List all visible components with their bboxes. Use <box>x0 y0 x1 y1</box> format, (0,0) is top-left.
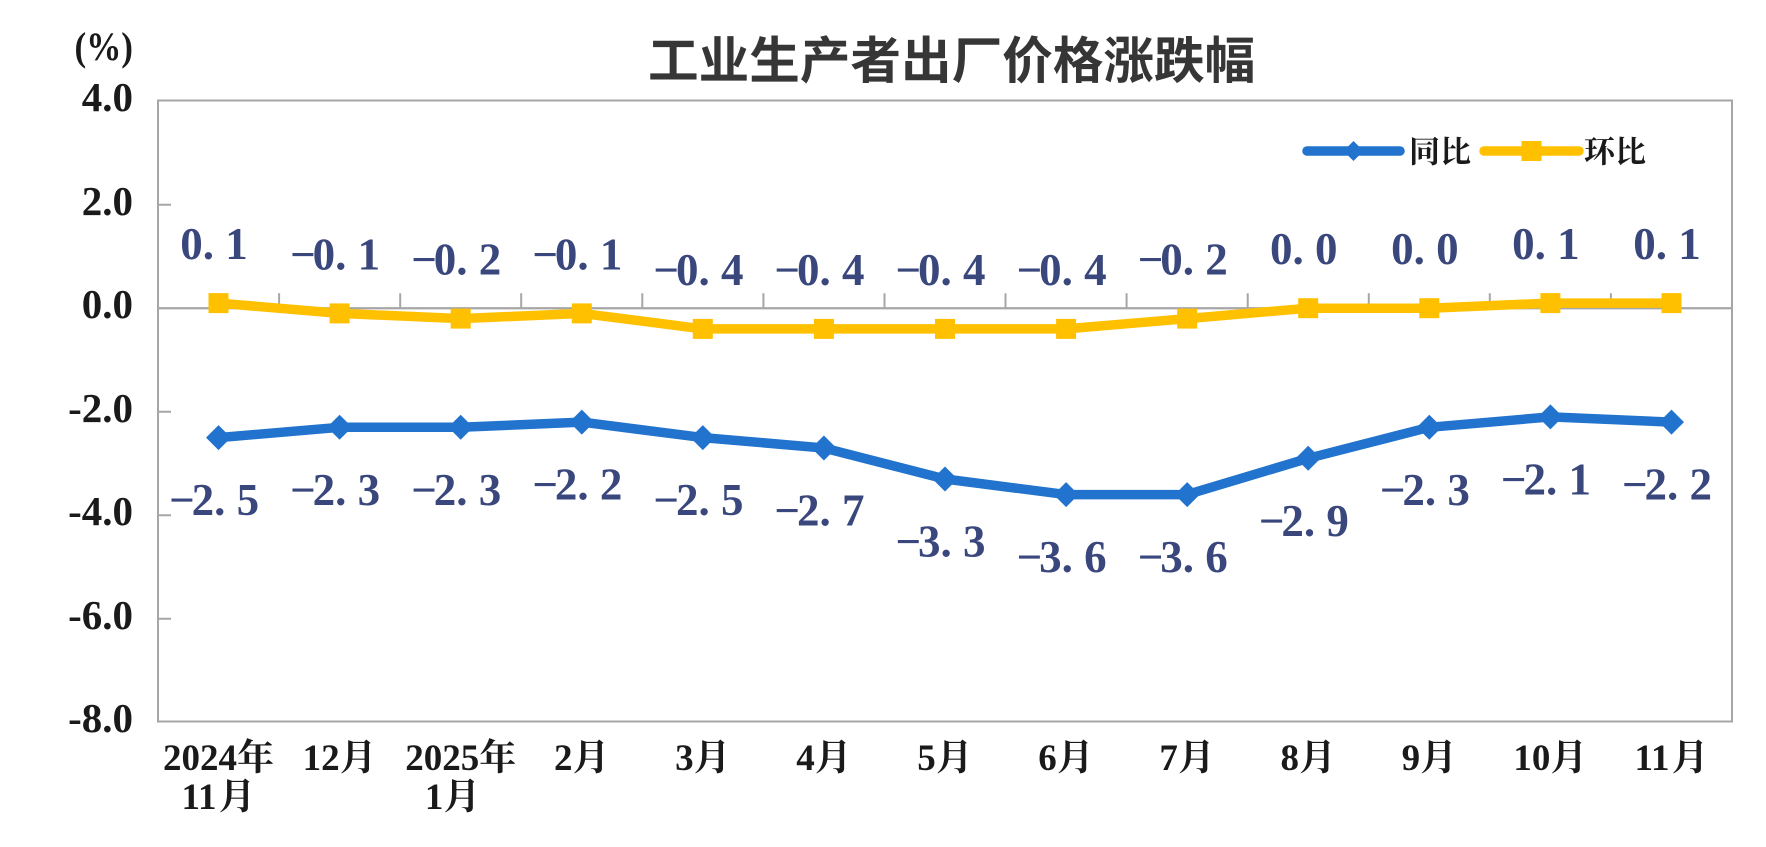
svg-text:−2. 2: −2. 2 <box>1622 460 1712 510</box>
svg-text:6: 6 <box>1038 738 1057 779</box>
svg-text:4: 4 <box>796 738 815 779</box>
svg-text:−2. 2: −2. 2 <box>532 460 622 510</box>
svg-text:-8.0: -8.0 <box>68 695 133 741</box>
svg-text:0. 1: 0. 1 <box>1512 219 1580 269</box>
svg-text:−0. 4: −0. 4 <box>653 245 743 295</box>
svg-text:−2. 7: −2. 7 <box>774 486 864 536</box>
svg-text:11: 11 <box>182 777 217 818</box>
svg-text:0.0: 0.0 <box>82 281 133 327</box>
svg-text:−0. 4: −0. 4 <box>895 245 985 295</box>
svg-text:−3. 3: −3. 3 <box>895 517 985 567</box>
svg-text:−0. 4: −0. 4 <box>774 245 864 295</box>
svg-text:9: 9 <box>1402 738 1421 779</box>
svg-text:−2. 3: −2. 3 <box>411 465 501 515</box>
svg-text:8: 8 <box>1281 738 1300 779</box>
svg-text:-4.0: -4.0 <box>68 488 133 534</box>
svg-text:−0. 2: −0. 2 <box>1138 235 1228 285</box>
svg-text:0. 1: 0. 1 <box>180 219 248 269</box>
svg-text:−3. 6: −3. 6 <box>1138 532 1228 582</box>
svg-text:−0. 1: −0. 1 <box>532 229 622 279</box>
svg-text:0. 1: 0. 1 <box>1633 219 1701 269</box>
svg-text:1: 1 <box>425 777 444 818</box>
svg-text:0. 0: 0. 0 <box>1270 224 1338 274</box>
svg-text:4.0: 4.0 <box>82 74 133 120</box>
svg-text:−3. 6: −3. 6 <box>1017 532 1107 582</box>
svg-text:7: 7 <box>1159 738 1178 779</box>
svg-text:−0. 2: −0. 2 <box>411 235 501 285</box>
svg-text:11: 11 <box>1635 738 1670 779</box>
svg-text:-6.0: -6.0 <box>68 592 133 638</box>
svg-text:−0. 4: −0. 4 <box>1017 245 1107 295</box>
svg-text:3: 3 <box>675 738 694 779</box>
svg-text:2: 2 <box>554 738 573 779</box>
svg-text:2025: 2025 <box>405 738 479 779</box>
svg-text:−0. 1: −0. 1 <box>290 229 380 279</box>
svg-text:10: 10 <box>1513 738 1550 779</box>
svg-text:−2. 3: −2. 3 <box>1380 465 1470 515</box>
svg-text:2024: 2024 <box>163 738 237 779</box>
svg-text:−2. 5: −2. 5 <box>169 475 259 525</box>
svg-text:−2. 1: −2. 1 <box>1501 454 1591 504</box>
svg-text:−2. 5: −2. 5 <box>653 475 743 525</box>
svg-text:-2.0: -2.0 <box>68 385 133 431</box>
svg-text:0. 0: 0. 0 <box>1391 224 1459 274</box>
svg-text:−2. 9: −2. 9 <box>1259 496 1349 546</box>
svg-text:2.0: 2.0 <box>82 178 133 224</box>
svg-text:5: 5 <box>917 738 936 779</box>
svg-text:12: 12 <box>303 738 340 779</box>
svg-text:(%): (%) <box>75 24 134 69</box>
svg-text:−2. 3: −2. 3 <box>290 465 380 515</box>
